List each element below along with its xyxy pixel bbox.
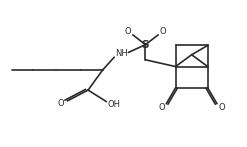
Text: O: O (160, 27, 166, 36)
Text: NH: NH (115, 49, 128, 58)
Text: O: O (57, 99, 64, 108)
Text: S: S (142, 40, 149, 50)
Text: O: O (218, 103, 225, 112)
Text: O: O (158, 103, 165, 112)
Text: O: O (124, 27, 131, 36)
Text: OH: OH (108, 100, 121, 109)
